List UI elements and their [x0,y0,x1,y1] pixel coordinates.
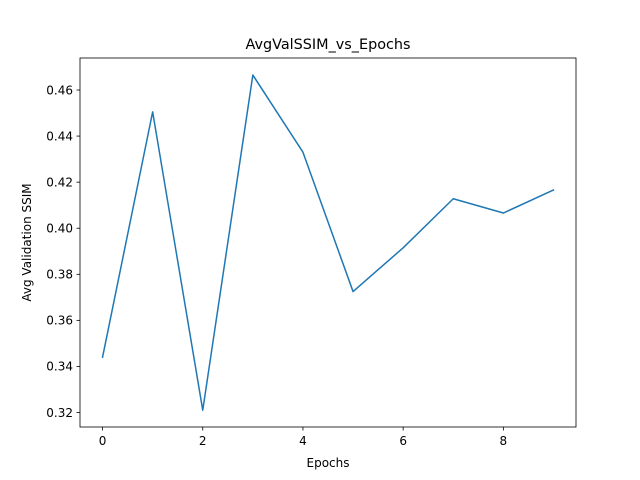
y-tick-label: 0.44 [46,129,73,143]
y-axis-ticks: 0.32 0.34 0.36 0.38 0.40 0.42 0.44 0.46 [46,83,80,420]
y-tick-label: 0.38 [46,268,73,282]
x-axis-ticks: 0 2 4 6 8 [99,427,507,448]
y-tick-label: 0.34 [46,360,73,374]
series-line-0 [101,74,555,411]
x-tick-label: 0 [99,434,107,448]
y-tick-label: 0.32 [46,406,73,420]
x-tick-label: 8 [500,434,508,448]
plot-layer [101,74,555,411]
y-tick-label: 0.42 [46,175,73,189]
chart-title: AvgValSSIM_vs_Epochs [245,37,410,53]
x-tick-label: 2 [199,434,207,448]
x-axis-label: Epochs [307,456,350,470]
x-tick-label: 6 [399,434,407,448]
x-tick-label: 4 [299,434,307,448]
y-tick-label: 0.46 [46,83,73,97]
plot-frame [79,57,577,428]
y-tick-label: 0.36 [46,314,73,328]
y-tick-label: 0.40 [46,222,73,236]
y-axis-label: Avg Validation SSIM [20,183,34,301]
